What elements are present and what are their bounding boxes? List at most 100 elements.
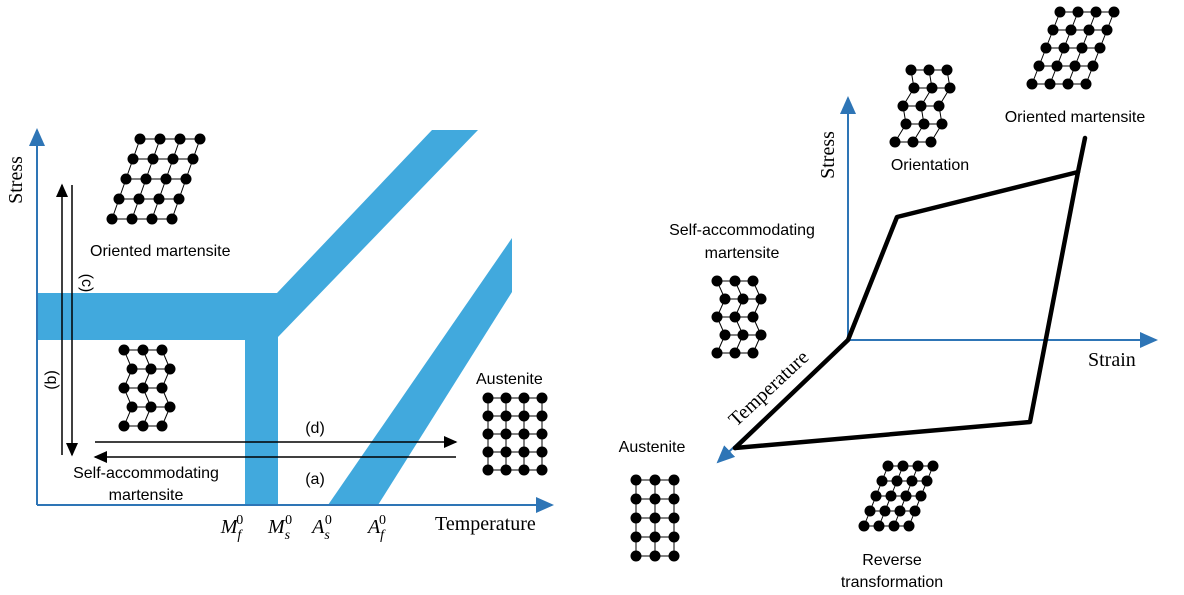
atom [730, 312, 741, 323]
y-axis-label: Stress [5, 156, 27, 204]
atom [712, 348, 723, 359]
atom [501, 429, 512, 440]
atom [669, 475, 680, 486]
self-accommodating-label: martensite [705, 245, 780, 262]
self-accommodating-label: martensite [109, 487, 184, 504]
atom [107, 214, 118, 225]
atom [874, 521, 885, 532]
lattice-icon [859, 461, 939, 532]
atom [738, 330, 749, 341]
atom [519, 429, 530, 440]
atom [1048, 25, 1059, 36]
atom [892, 476, 903, 487]
atom [720, 294, 731, 305]
temperature-label: Af0 [366, 513, 386, 543]
atom [519, 393, 530, 404]
atom [157, 383, 168, 394]
atom [138, 345, 149, 356]
atom [501, 393, 512, 404]
atom [157, 421, 168, 432]
atom [910, 506, 921, 517]
atom [181, 174, 192, 185]
atom [877, 476, 888, 487]
atom [483, 393, 494, 404]
atom [1059, 43, 1070, 54]
lattice-icon [483, 393, 548, 476]
atom [537, 465, 548, 476]
self-accommodating-label: Self-accommodating [669, 222, 815, 239]
atom [908, 137, 919, 148]
reverse-label: Reverse [862, 552, 922, 569]
atom [889, 521, 900, 532]
atom [942, 65, 953, 76]
superscript: 0 [325, 513, 332, 528]
atom [924, 65, 935, 76]
atom [922, 476, 933, 487]
atom [650, 494, 661, 505]
atom [501, 447, 512, 458]
atom [738, 294, 749, 305]
atom [168, 154, 179, 165]
page: Stress Temperature Oriented martensite S… [0, 0, 1184, 595]
atom [631, 475, 642, 486]
atom [501, 411, 512, 422]
atom [147, 214, 158, 225]
atom [119, 345, 130, 356]
atom [1052, 61, 1063, 72]
atom [916, 101, 927, 112]
symbol: M [267, 516, 286, 538]
atom [1088, 61, 1099, 72]
atom [188, 154, 199, 165]
atom [121, 174, 132, 185]
atom [501, 465, 512, 476]
atom [537, 429, 548, 440]
atom [730, 348, 741, 359]
atom [926, 137, 937, 148]
atom [901, 119, 912, 130]
atom [1041, 43, 1052, 54]
right-diagram: Stress Strain Temperature Orientation Or… [619, 98, 1156, 591]
self-accommodating-label: Self-accommodating [73, 465, 219, 482]
path-label: (d) [305, 420, 325, 437]
lattice-icon [107, 134, 206, 225]
atom [913, 461, 924, 472]
atom [937, 119, 948, 130]
atom [669, 532, 680, 543]
atom [483, 447, 494, 458]
atom [871, 491, 882, 502]
left-diagram: Stress Temperature Oriented martensite S… [5, 130, 552, 535]
reverse-label: transformation [841, 574, 943, 591]
atom [880, 506, 891, 517]
atom [945, 83, 956, 94]
austenite-label: Austenite [476, 371, 543, 388]
atom [650, 513, 661, 524]
atom [1084, 25, 1095, 36]
oriented-label: Oriented martensite [1005, 109, 1146, 126]
temperature-label: Mf0 [220, 513, 244, 543]
temperature-label: Ms0 [267, 513, 292, 543]
atom [175, 134, 186, 145]
atom [669, 513, 680, 524]
atom [904, 521, 915, 532]
atom [155, 134, 166, 145]
atom [650, 532, 661, 543]
superscript: 0 [379, 513, 386, 528]
atom [146, 402, 157, 413]
lattice-icon [890, 65, 956, 148]
atom [128, 154, 139, 165]
atom [1109, 7, 1120, 18]
atom [1102, 25, 1113, 36]
atom [1066, 25, 1077, 36]
atom [114, 194, 125, 205]
atom [537, 447, 548, 458]
x-axis-label: Strain [1088, 349, 1136, 371]
atom [756, 294, 767, 305]
atom [650, 551, 661, 562]
atom [1070, 61, 1081, 72]
atom [756, 330, 767, 341]
atom [712, 276, 723, 287]
atom [1081, 79, 1092, 90]
atom [167, 214, 178, 225]
atom [898, 461, 909, 472]
subscript: f [237, 528, 243, 543]
